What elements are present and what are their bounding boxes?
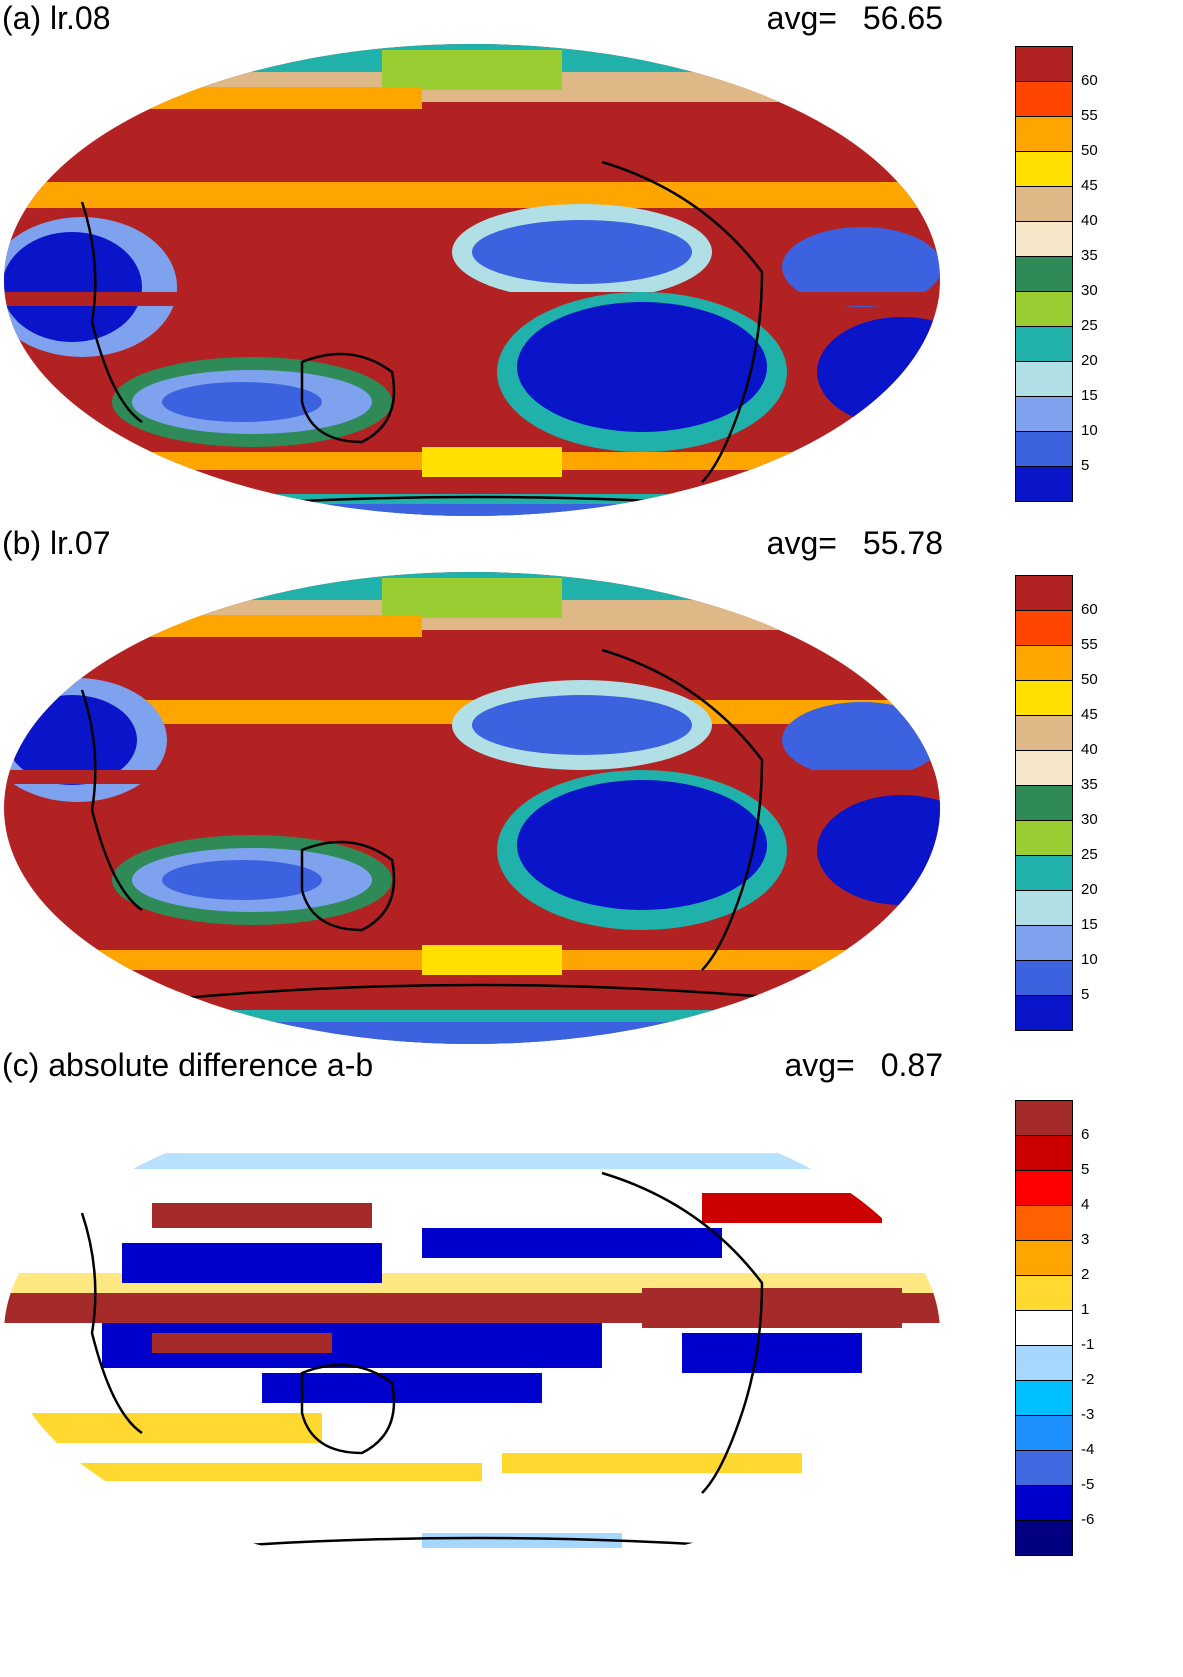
panel-average: avg= 0.87 [784, 1047, 943, 1083]
avg-label: avg= [766, 0, 837, 36]
colorbar-tick-label: 15 [1081, 916, 1098, 933]
colorbar-swatch [1015, 1380, 1073, 1416]
precip-map [2, 42, 942, 518]
colorbar-swatch [1015, 326, 1073, 362]
colorbar-tick-label: 2 [1081, 1266, 1090, 1283]
avg-value: 56.65 [862, 0, 943, 36]
avg-value: 55.78 [862, 525, 943, 561]
colorbar-swatch [1015, 750, 1073, 786]
colorbar-tick-label: 30 [1081, 282, 1098, 299]
colorbar-swatch [1015, 1205, 1073, 1241]
colorbar-swatch [1015, 785, 1073, 821]
avg-label: avg= [766, 525, 837, 561]
colorbar-tick-label: 45 [1081, 706, 1098, 723]
colorbar-swatch [1015, 151, 1073, 187]
difference-map [2, 1093, 942, 1573]
colorbar-swatch [1015, 1345, 1073, 1381]
colorbar-swatch [1015, 1310, 1073, 1346]
precip-map [2, 570, 942, 1046]
colorbar-swatch [1015, 1520, 1073, 1556]
colorbar-swatch [1015, 46, 1073, 82]
colorbar-swatch [1015, 1100, 1073, 1136]
colorbar-swatch [1015, 1135, 1073, 1171]
colorbar-tick-label: 20 [1081, 352, 1098, 369]
colorbar-tick-label: 5 [1081, 1161, 1090, 1178]
colorbar-tick-label: 35 [1081, 776, 1098, 793]
colorbar-tick-label: 55 [1081, 107, 1098, 124]
colorbar-swatch [1015, 680, 1073, 716]
colorbar-swatch [1015, 995, 1073, 1031]
colorbar-tick-label: 40 [1081, 212, 1098, 229]
colorbar-swatch [1015, 361, 1073, 397]
colorbar-tick-label: 15 [1081, 387, 1098, 404]
colorbar-swatch [1015, 291, 1073, 327]
colorbar-tick-label: 50 [1081, 142, 1098, 159]
colorbar-swatch [1015, 855, 1073, 891]
avg-label: avg= [784, 1047, 855, 1083]
colorbar-swatch [1015, 820, 1073, 856]
colorbar-tick-label: 4 [1081, 1196, 1090, 1213]
colorbar-swatch [1015, 1450, 1073, 1486]
colorbar-swatch [1015, 645, 1073, 681]
colorbar-swatch [1015, 1240, 1073, 1276]
colorbar-swatch [1015, 925, 1073, 961]
colorbar-swatch [1015, 186, 1073, 222]
colorbar-tick-label: -2 [1081, 1371, 1095, 1388]
colorbar-tick-label: -3 [1081, 1406, 1095, 1423]
panel-title: (a) lr.08 [2, 0, 111, 36]
colorbar-tick-label: 25 [1081, 846, 1098, 863]
colorbar-tick-label: 10 [1081, 951, 1098, 968]
colorbar-tick-label: 35 [1081, 247, 1098, 264]
colorbar-swatch [1015, 1170, 1073, 1206]
colorbar-swatch [1015, 715, 1073, 751]
colorbar-tick-label: 25 [1081, 317, 1098, 334]
colorbar-swatch [1015, 1415, 1073, 1451]
colorbar-tick-label: -6 [1081, 1511, 1095, 1528]
colorbar-tick-label: -5 [1081, 1476, 1095, 1493]
colorbar-tick-label: 5 [1081, 986, 1090, 1003]
map-svg [4, 1095, 940, 1571]
map-svg [4, 44, 940, 516]
colorbar-tick-label: 30 [1081, 811, 1098, 828]
colorbar-swatch [1015, 960, 1073, 996]
colorbar-swatch [1015, 116, 1073, 152]
colorbar-swatch [1015, 1275, 1073, 1311]
colorbar-swatch [1015, 890, 1073, 926]
colorbar-tick-label: 3 [1081, 1231, 1090, 1248]
colorbar-tick-label: -1 [1081, 1336, 1095, 1353]
colorbar-swatch [1015, 396, 1073, 432]
colorbar-tick-label: 60 [1081, 72, 1098, 89]
avg-value: 0.87 [880, 1047, 943, 1083]
colorbar-swatch [1015, 610, 1073, 646]
colorbar-swatch [1015, 466, 1073, 502]
map-svg [4, 572, 940, 1044]
colorbar-tick-label: 60 [1081, 601, 1098, 618]
colorbar-swatch [1015, 81, 1073, 117]
panel-average: avg= 56.65 [767, 0, 943, 36]
colorbar-swatch [1015, 1485, 1073, 1521]
colorbar-tick-label: 5 [1081, 457, 1090, 474]
colorbar-tick-label: 10 [1081, 422, 1098, 439]
colorbar-swatch [1015, 575, 1073, 611]
colorbar-swatch [1015, 431, 1073, 467]
colorbar-tick-label: -4 [1081, 1441, 1095, 1458]
colorbar-swatch [1015, 221, 1073, 257]
panel-average: avg= 55.78 [767, 525, 943, 561]
colorbar-tick-label: 45 [1081, 177, 1098, 194]
colorbar-tick-label: 50 [1081, 671, 1098, 688]
panel-title: (c) absolute difference a-b [2, 1047, 374, 1083]
colorbar-tick-label: 6 [1081, 1126, 1090, 1143]
colorbar-tick-label: 40 [1081, 741, 1098, 758]
colorbar-tick-label: 20 [1081, 881, 1098, 898]
colorbar-tick-label: 1 [1081, 1301, 1090, 1318]
colorbar-swatch [1015, 256, 1073, 292]
colorbar-tick-label: 55 [1081, 636, 1098, 653]
panel-title: (b) lr.07 [2, 525, 111, 561]
